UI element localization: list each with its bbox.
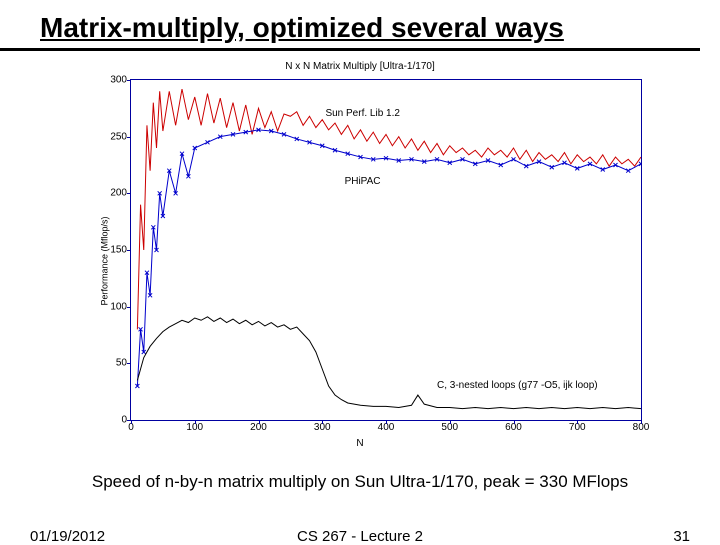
chart-annotation: Sun Perf. Lib 1.2 xyxy=(325,108,400,119)
slide-caption: Speed of n-by-n matrix multiply on Sun U… xyxy=(0,472,720,492)
chart-annotation: C, 3-nested loops (g77 -O5, ijk loop) xyxy=(437,380,598,391)
slide-title: Matrix-multiply, optimized several ways xyxy=(0,0,700,51)
series-sunperf xyxy=(137,89,641,329)
y-axis-label: Performance (Mflop/s) xyxy=(100,216,110,305)
series-naive xyxy=(137,317,641,409)
chart-svg xyxy=(131,80,641,420)
x-axis-label: N xyxy=(60,438,660,449)
footer-page: 31 xyxy=(673,528,690,545)
footer-course: CS 267 - Lecture 2 xyxy=(0,528,720,545)
chart-annotation: PHiPAC xyxy=(345,176,381,187)
series-phipac xyxy=(137,130,641,386)
chart-title: N x N Matrix Multiply [Ultra-1/170] xyxy=(60,61,660,72)
plot-area: 0501001502002503000100200300400500600700… xyxy=(130,79,642,421)
chart-container: N x N Matrix Multiply [Ultra-1/170] Perf… xyxy=(60,61,660,461)
